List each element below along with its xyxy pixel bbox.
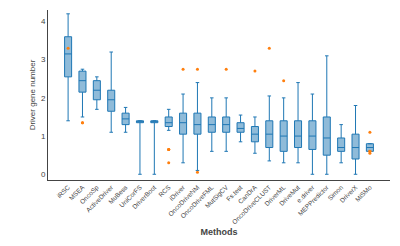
svg-text:e.driver: e.driver	[295, 183, 316, 204]
svg-text:iRSC: iRSC	[55, 183, 71, 199]
svg-text:MuBess: MuBess	[107, 183, 129, 205]
svg-text:Driver gene number: Driver gene number	[28, 59, 37, 130]
svg-text:DriverML: DriverML	[263, 183, 287, 207]
svg-text:MSEA: MSEA	[67, 183, 85, 201]
svg-text:OncoDriveFML: OncoDriveFML	[179, 183, 215, 219]
svg-text:OncoDriveNM: OncoDriveNM	[167, 184, 201, 218]
svg-text:CanDrA: CanDrA	[237, 183, 259, 205]
svg-text:UniCorFS: UniCorFS	[118, 183, 144, 209]
svg-text:DriverX: DriverX	[338, 183, 359, 204]
svg-text:DriverBoot: DriverBoot	[131, 183, 158, 210]
svg-text:MutSigCV: MutSigCV	[204, 183, 231, 210]
svg-text:ActiveDriver: ActiveDriver	[84, 183, 114, 213]
svg-text:Simon: Simon	[326, 183, 344, 201]
svg-text:Methods: Methods	[201, 227, 238, 237]
svg-text:MiSMo: MiSMo	[354, 183, 374, 203]
svg-text:1: 1	[41, 132, 46, 141]
svg-text:2: 2	[41, 94, 46, 103]
svg-text:3: 3	[41, 55, 46, 64]
svg-text:4: 4	[41, 17, 46, 26]
svg-text:OncoSp: OncoSp	[78, 183, 101, 206]
svg-text:0: 0	[41, 170, 46, 179]
svg-text:DriveMut: DriveMut	[278, 183, 301, 206]
svg-text:OncoDriveCLUST: OncoDriveCLUST	[231, 184, 273, 226]
svg-text:RCS: RCS	[157, 183, 172, 198]
svg-text:MEPPredictor: MEPPredictor	[296, 183, 330, 217]
svg-text:iDriver: iDriver	[168, 183, 187, 202]
svg-text:Fs.test: Fs.test	[225, 183, 244, 202]
